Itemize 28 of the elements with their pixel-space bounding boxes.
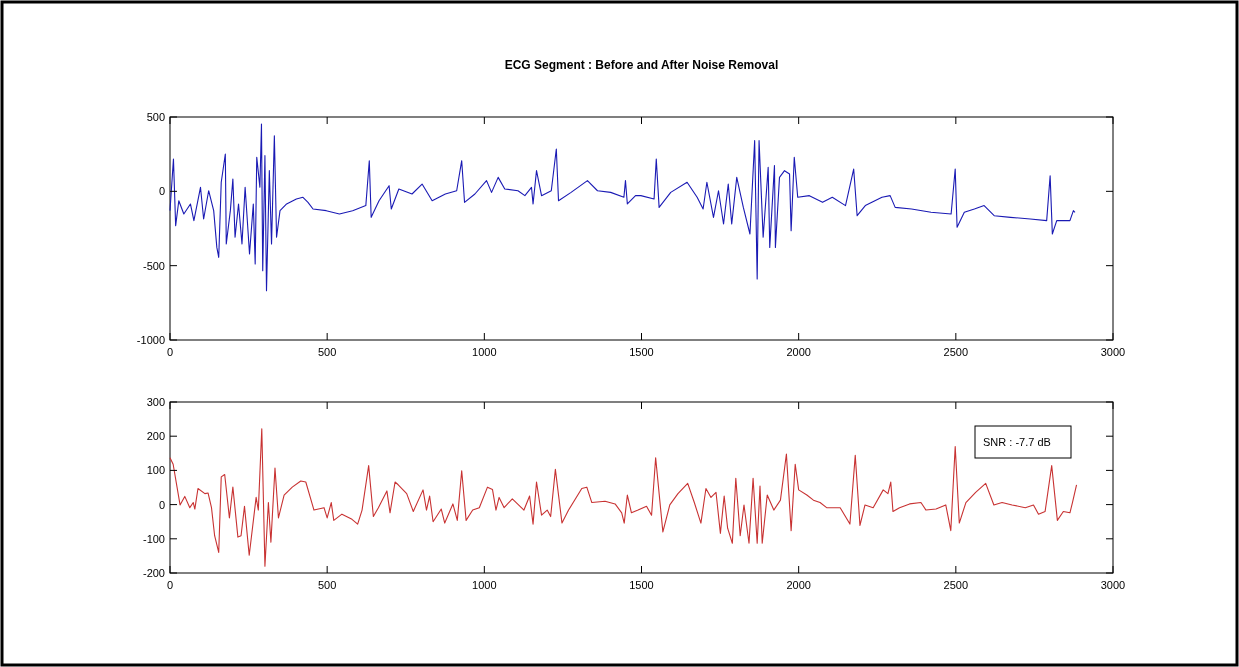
x-tick-label: 3000 [1100, 346, 1126, 358]
x-tick-label: 500 [317, 346, 337, 358]
x-tick-label: 1000 [472, 346, 497, 358]
y-tick-label: 200 [146, 430, 165, 443]
x-tick-label: 2000 [786, 346, 811, 358]
y-tick-label: 0 [158, 185, 165, 198]
y-tick-label: 100 [146, 464, 165, 477]
x-tick-label: 3000 [1100, 579, 1126, 591]
y-tick-label: 500 [146, 111, 165, 123]
x-tick-label: 2500 [943, 579, 969, 591]
y-tick-label: 0 [158, 498, 165, 511]
x-tick-label: 1000 [472, 579, 497, 591]
y-tick-label: -100 [142, 532, 165, 545]
x-tick-label: 0 [166, 346, 174, 358]
x-tick-label: 1500 [629, 346, 654, 358]
x-tick-label: 1500 [629, 579, 654, 591]
y-tick-label: 300 [146, 396, 165, 408]
line-series [169, 123, 1076, 292]
y-tick-label: -1000 [136, 334, 165, 346]
line-series [169, 428, 1078, 567]
chart-title: ECG Segment : Before and After Noise Removal [504, 58, 779, 72]
x-tick-label: 2500 [943, 346, 969, 358]
y-tick-label: -500 [142, 259, 165, 272]
x-tick-label: 0 [166, 579, 174, 591]
y-tick-label: -200 [142, 567, 165, 579]
x-tick-label: 2000 [786, 579, 811, 591]
x-tick-label: 500 [317, 579, 337, 591]
annotation: SNR : -7.7 dB [983, 436, 1051, 448]
